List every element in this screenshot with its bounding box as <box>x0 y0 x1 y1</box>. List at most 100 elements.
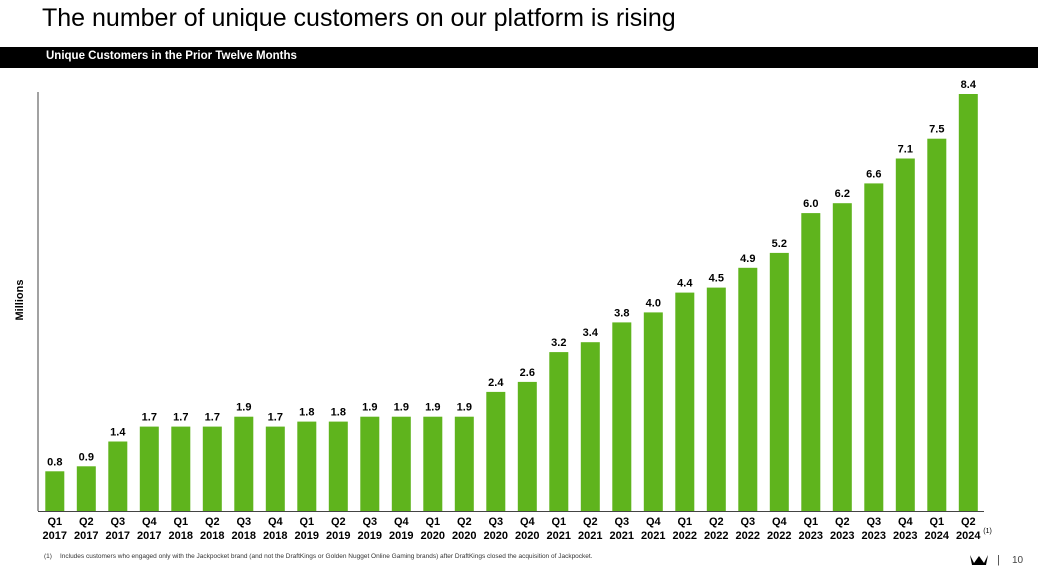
data-label: 1.9 <box>394 402 409 414</box>
x-tick-label-year: 2021 <box>578 530 602 542</box>
x-tick-label-year: 2020 <box>452 530 476 542</box>
bar <box>612 322 632 511</box>
x-tick-label-year: 2020 <box>515 530 539 542</box>
x-tick-label-year: 2017 <box>74 530 98 542</box>
x-tick-label-quarter: Q2 <box>205 516 220 528</box>
x-tick-label-quarter: Q3 <box>488 516 503 528</box>
x-tick-label-quarter: Q3 <box>362 516 377 528</box>
x-tick-label-quarter: Q2 <box>79 516 94 528</box>
x-tick-label-quarter: Q2 <box>331 516 346 528</box>
x-tick-label-quarter: Q1 <box>929 516 944 528</box>
data-label: 1.9 <box>236 402 251 414</box>
data-label: 6.2 <box>835 188 850 200</box>
data-label: 1.7 <box>173 412 188 424</box>
x-tick-label-year: 2023 <box>862 530 886 542</box>
bar <box>265 426 285 511</box>
bar <box>706 287 726 511</box>
x-tick-label-year: 2022 <box>767 530 791 542</box>
data-label: 0.9 <box>79 451 94 463</box>
bar <box>45 471 65 511</box>
data-label: 0.8 <box>47 456 62 468</box>
x-tick-label-quarter: Q1 <box>425 516 440 528</box>
x-tick-label-quarter: Q4 <box>898 516 914 528</box>
bar <box>864 183 884 511</box>
x-tick-label-year: 2019 <box>295 530 319 542</box>
x-tick-label-quarter: Q2 <box>457 516 472 528</box>
x-tick-label-year: 2020 <box>484 530 508 542</box>
bar <box>895 158 915 511</box>
x-tick-label-quarter: Q1 <box>47 516 62 528</box>
x-tick-label-year: 2023 <box>830 530 854 542</box>
bar <box>517 381 537 511</box>
data-label: 1.7 <box>142 412 157 424</box>
data-label: 2.4 <box>488 377 504 389</box>
x-tick-label-quarter: Q1 <box>173 516 188 528</box>
x-tick-label-year: 2019 <box>326 530 350 542</box>
x-tick-label-year: 2017 <box>106 530 130 542</box>
bar <box>360 416 380 511</box>
x-tick-label-year: 2018 <box>200 530 224 542</box>
x-tick-label-quarter: Q2 <box>709 516 724 528</box>
data-label: 2.6 <box>520 367 535 379</box>
x-tick-label-year: 2018 <box>232 530 256 542</box>
x-tick-label-quarter: Q4 <box>142 516 158 528</box>
bar <box>738 267 758 512</box>
page-separator: | <box>997 554 1000 566</box>
x-tick-label-quarter: Q2 <box>583 516 598 528</box>
page-title: The number of unique customers on our pl… <box>42 4 676 32</box>
data-label: 1.8 <box>331 407 346 419</box>
x-tick-label-quarter: Q4 <box>394 516 410 528</box>
x-tick-label-year: 2024 <box>956 530 981 542</box>
x-tick-label-year: 2021 <box>547 530 571 542</box>
data-label: 8.4 <box>961 79 977 91</box>
bar <box>643 312 663 511</box>
footnote-reference: (1) <box>983 528 992 535</box>
bar <box>76 466 96 511</box>
x-tick-label-quarter: Q3 <box>866 516 881 528</box>
data-label: 1.7 <box>268 412 283 424</box>
x-tick-label-quarter: Q4 <box>772 516 788 528</box>
x-tick-label-year: 2024 <box>925 530 950 542</box>
x-tick-label-year: 2023 <box>799 530 823 542</box>
chart-title: Unique Customers in the Prior Twelve Mon… <box>46 50 297 62</box>
data-label: 4.4 <box>677 278 693 290</box>
x-tick-label-year: 2022 <box>673 530 697 542</box>
x-tick-label-quarter: Q1 <box>551 516 566 528</box>
x-tick-label-quarter: Q3 <box>236 516 251 528</box>
x-tick-label-quarter: Q1 <box>803 516 818 528</box>
data-label: 1.4 <box>110 427 126 439</box>
x-tick-label-quarter: Q2 <box>961 516 976 528</box>
bar <box>675 292 695 511</box>
data-label: 6.0 <box>803 198 818 210</box>
x-tick-label-quarter: Q1 <box>677 516 692 528</box>
x-tick-label-year: 2021 <box>610 530 634 542</box>
bar <box>108 441 128 511</box>
bar <box>234 416 254 511</box>
x-tick-label-quarter: Q2 <box>835 516 850 528</box>
x-tick-label-quarter: Q4 <box>268 516 284 528</box>
bar <box>580 342 600 511</box>
data-label: 4.9 <box>740 253 755 265</box>
data-label: 4.5 <box>709 273 724 285</box>
x-tick-label-year: 2019 <box>389 530 413 542</box>
x-tick-label-quarter: Q3 <box>740 516 755 528</box>
footnote-marker: (1) <box>44 553 52 560</box>
x-tick-label-quarter: Q1 <box>299 516 314 528</box>
data-label: 7.1 <box>898 144 913 156</box>
x-tick-label-year: 2017 <box>43 530 67 542</box>
data-label: 1.9 <box>362 402 377 414</box>
bar <box>486 391 506 511</box>
bar <box>423 416 443 511</box>
x-tick-label-quarter: Q4 <box>520 516 536 528</box>
chart-title-banner: Unique Customers in the Prior Twelve Mon… <box>0 47 1038 68</box>
data-label: 7.5 <box>929 124 944 136</box>
data-label: 6.6 <box>866 168 881 180</box>
data-label: 1.9 <box>457 402 472 414</box>
footnote-text: Includes customers who engaged only with… <box>59 553 593 560</box>
bar <box>769 252 789 511</box>
data-label: 4.0 <box>646 297 661 309</box>
x-tick-label-year: 2018 <box>169 530 193 542</box>
bar <box>549 352 569 511</box>
bar <box>391 416 411 511</box>
data-label: 1.7 <box>205 412 220 424</box>
